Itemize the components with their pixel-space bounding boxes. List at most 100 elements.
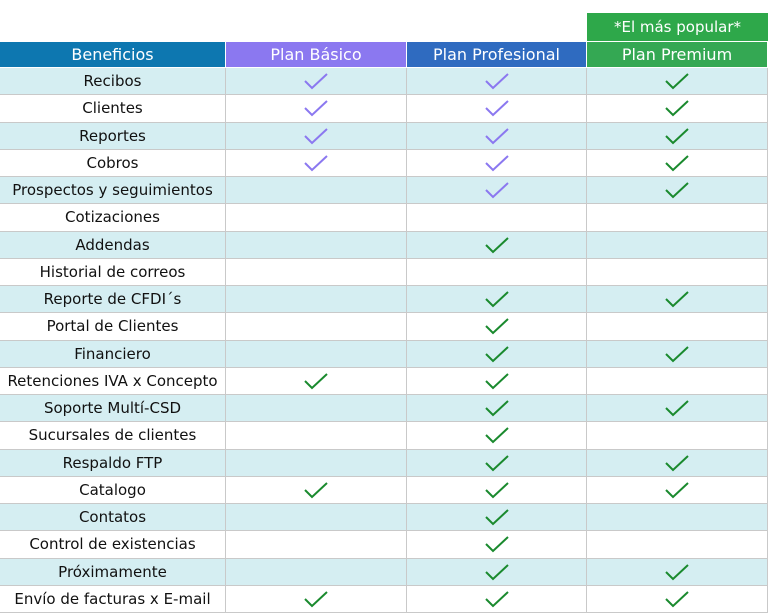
feature-label: Recibos	[0, 68, 226, 96]
plan-cell	[587, 585, 768, 613]
check-icon	[665, 482, 689, 499]
plan-cell	[587, 367, 768, 395]
column-header: Beneficios	[0, 42, 226, 68]
plan-cell	[407, 95, 587, 123]
feature-label: Prospectos y seguimientos	[0, 177, 226, 205]
feature-label: Catalogo	[0, 476, 226, 504]
check-icon	[484, 536, 509, 553]
feature-label: Financiero	[0, 340, 226, 368]
feature-label: Portal de Clientes	[0, 313, 226, 341]
plan-cell	[587, 258, 768, 286]
feature-label: Addendas	[0, 231, 226, 259]
check-icon	[484, 182, 509, 199]
plan-cell	[226, 177, 407, 205]
plan-cell	[407, 286, 587, 314]
check-icon	[304, 373, 328, 390]
plan-cell	[407, 422, 587, 450]
plan-cell	[226, 313, 407, 341]
plan-cell	[587, 449, 768, 477]
plan-cell	[407, 313, 587, 341]
check-icon	[304, 591, 328, 608]
check-icon	[665, 563, 689, 581]
plan-cell	[407, 340, 587, 368]
plan-cell	[587, 95, 768, 123]
check-icon	[665, 155, 689, 172]
feature-label: Próximamente	[0, 558, 226, 586]
plan-cell	[407, 395, 587, 423]
plan-cell	[226, 531, 407, 559]
plan-cell	[226, 149, 407, 177]
plan-cell	[226, 395, 407, 423]
check-icon	[484, 509, 509, 526]
check-icon	[665, 127, 689, 145]
plan-cell	[407, 149, 587, 177]
plan-cell	[226, 476, 407, 504]
plan-cell	[587, 422, 768, 450]
feature-label: Respaldo FTP	[0, 449, 226, 477]
plan-cell	[226, 122, 407, 150]
feature-label: Soporte Multí-CSD	[0, 395, 226, 423]
plan-cell	[407, 585, 587, 613]
check-icon	[484, 345, 509, 363]
check-icon	[665, 73, 689, 90]
column-header: Plan Básico	[226, 42, 407, 68]
plan-cell	[226, 68, 407, 96]
check-icon	[665, 345, 689, 363]
check-icon	[665, 591, 689, 608]
check-icon	[304, 100, 328, 117]
plan-cell	[226, 504, 407, 532]
feature-label: Reportes	[0, 122, 226, 150]
plan-cell	[587, 313, 768, 341]
check-icon	[484, 427, 509, 444]
plan-cell	[226, 367, 407, 395]
plan-cell	[226, 422, 407, 450]
plan-cell	[226, 558, 407, 586]
check-icon	[304, 482, 328, 499]
plan-cell	[226, 449, 407, 477]
feature-label: Reporte de CFDI´s	[0, 286, 226, 314]
check-icon	[304, 73, 328, 90]
plan-cell	[587, 340, 768, 368]
column-header: Plan Premium	[587, 42, 768, 68]
check-icon	[484, 373, 509, 390]
feature-label: Cobros	[0, 149, 226, 177]
check-icon	[484, 318, 509, 335]
popular-badge: *El más popular*	[587, 13, 768, 41]
check-icon	[484, 236, 509, 254]
plan-cell	[587, 122, 768, 150]
feature-label: Historial de correos	[0, 258, 226, 286]
plan-cell	[587, 231, 768, 259]
plan-cell	[226, 95, 407, 123]
check-icon	[484, 400, 509, 417]
check-icon	[484, 563, 509, 581]
check-icon	[484, 155, 509, 172]
plan-cell	[587, 476, 768, 504]
plan-cell	[226, 340, 407, 368]
plan-cell	[407, 504, 587, 532]
plan-cell	[587, 68, 768, 96]
plan-cell	[407, 476, 587, 504]
plan-cell	[587, 204, 768, 232]
plan-cell	[587, 177, 768, 205]
check-icon	[484, 73, 509, 90]
plan-cell	[587, 531, 768, 559]
plan-cell	[587, 504, 768, 532]
feature-label: Retenciones IVA x Concepto	[0, 367, 226, 395]
plan-cell	[407, 531, 587, 559]
feature-label: Clientes	[0, 95, 226, 123]
plan-cell	[587, 395, 768, 423]
check-icon	[484, 291, 509, 308]
plan-cell	[407, 258, 587, 286]
plan-cell	[407, 558, 587, 586]
plan-cell	[226, 258, 407, 286]
feature-label: Contatos	[0, 504, 226, 532]
feature-label: Control de existencias	[0, 531, 226, 559]
check-icon	[484, 482, 509, 499]
plan-cell	[587, 149, 768, 177]
check-icon	[484, 454, 509, 472]
check-icon	[665, 454, 689, 472]
check-icon	[665, 182, 689, 199]
feature-label: Cotizaciones	[0, 204, 226, 232]
plan-cell	[407, 177, 587, 205]
